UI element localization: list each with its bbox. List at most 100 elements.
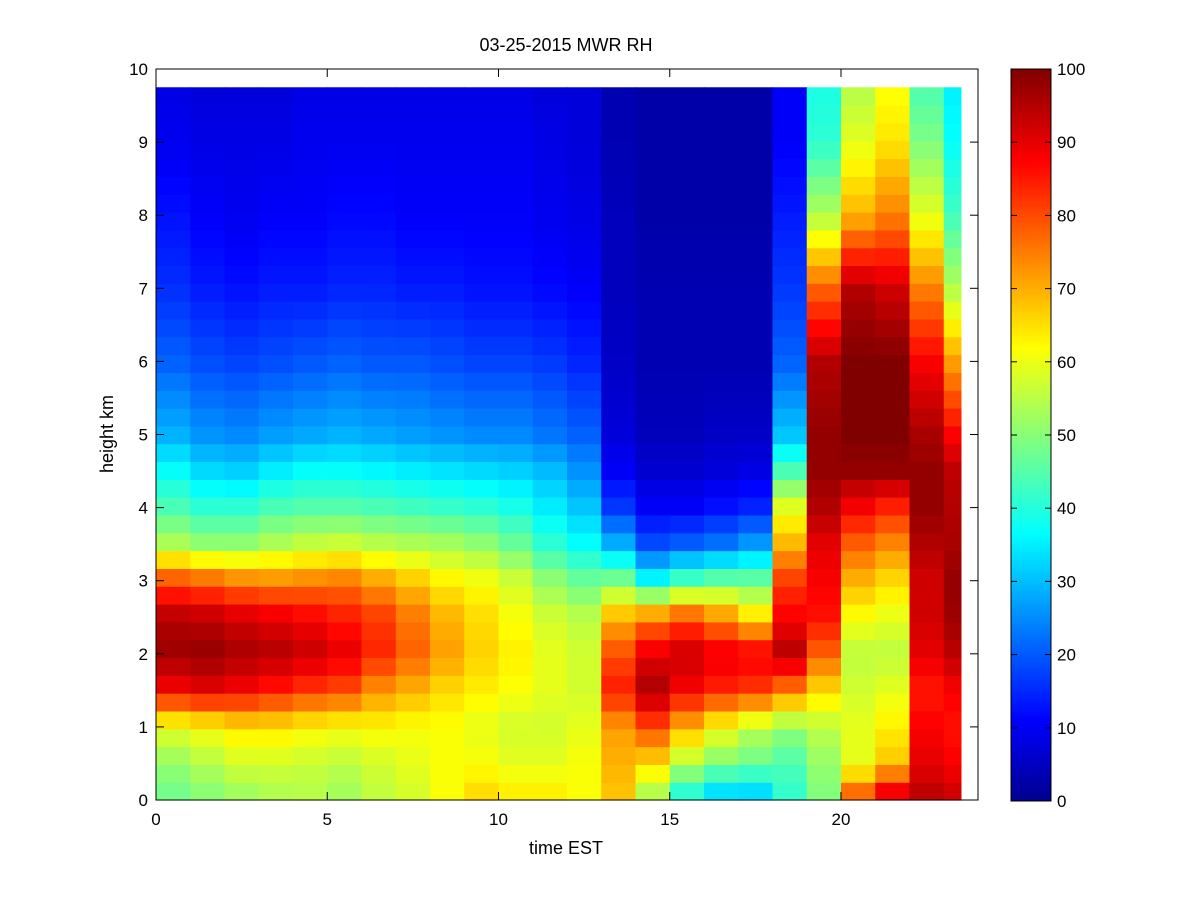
heatmap-cell xyxy=(943,568,962,587)
heatmap-cell xyxy=(806,461,842,480)
heatmap-cell xyxy=(156,443,191,463)
heatmap-cell xyxy=(190,425,226,445)
heatmap-cell xyxy=(635,212,671,231)
heatmap-cell xyxy=(943,425,962,445)
heatmap-cell xyxy=(635,479,671,498)
heatmap-cell xyxy=(909,194,945,213)
heatmap-cell xyxy=(430,390,465,409)
heatmap-cell xyxy=(464,479,500,498)
heatmap-cell xyxy=(224,212,260,231)
x-tick-label: 15 xyxy=(660,810,679,829)
heatmap-cell xyxy=(293,140,328,160)
heatmap-cell xyxy=(772,586,808,605)
heatmap-cell xyxy=(224,764,260,783)
heatmap-cell xyxy=(395,194,431,213)
heatmap-cell xyxy=(293,728,328,748)
heatmap-cell xyxy=(395,247,431,267)
y-tick-label: 9 xyxy=(139,133,148,152)
heatmap-cell xyxy=(430,746,465,765)
heatmap-cell xyxy=(532,497,568,516)
heatmap-cell xyxy=(532,318,568,338)
heatmap-cell xyxy=(567,693,602,712)
heatmap-cell xyxy=(327,229,363,249)
heatmap-cell xyxy=(567,158,602,177)
colorbar-ticks: 0 10 20 30 40 50 60 70 80 90 100 xyxy=(1011,60,1085,811)
heatmap-cell xyxy=(841,194,876,213)
heatmap-cell xyxy=(395,782,431,801)
heatmap-cell xyxy=(498,105,534,124)
heatmap-cell xyxy=(395,425,431,445)
heatmap-cell xyxy=(669,247,705,267)
heatmap-cell xyxy=(258,514,294,534)
heatmap-cell xyxy=(567,657,602,676)
heatmap-cell xyxy=(567,122,602,142)
heatmap-cell xyxy=(327,568,363,587)
heatmap-cell xyxy=(498,265,534,284)
heatmap-cell xyxy=(567,746,602,765)
heatmap-cell xyxy=(841,710,876,730)
heatmap-cell xyxy=(704,229,739,249)
heatmap-cell xyxy=(327,514,363,534)
heatmap-cell xyxy=(772,318,808,338)
colorbar-tick-label: 60 xyxy=(1057,353,1076,372)
heatmap-cell xyxy=(704,140,739,160)
heatmap-cell xyxy=(156,408,191,427)
heatmap-cell xyxy=(567,532,602,552)
heatmap-cell xyxy=(567,550,602,569)
heatmap-cell xyxy=(772,105,808,124)
heatmap-cell xyxy=(738,408,774,427)
heatmap-cell xyxy=(909,586,945,605)
heatmap-cell xyxy=(156,764,191,783)
heatmap-cell xyxy=(704,479,739,498)
heatmap-cell xyxy=(224,586,260,605)
heatmap-cell xyxy=(909,354,945,373)
heatmap-cell xyxy=(258,212,294,231)
heatmap-cell xyxy=(841,568,876,587)
heatmap-cell xyxy=(156,604,191,623)
heatmap-cell xyxy=(875,283,911,302)
heatmap-cell xyxy=(190,764,226,783)
heatmap-cell xyxy=(669,746,705,765)
heatmap-cell xyxy=(327,639,363,659)
heatmap-cell xyxy=(395,675,431,694)
heatmap-cell xyxy=(361,283,397,302)
heatmap-cell xyxy=(738,176,774,195)
heatmap-cell xyxy=(704,604,739,623)
heatmap-cell xyxy=(361,158,397,177)
heatmap-cell xyxy=(601,550,637,569)
heatmap-cell xyxy=(532,336,568,356)
heatmap-cell xyxy=(498,710,534,730)
heatmap-cell xyxy=(943,408,962,427)
heatmap-cell xyxy=(704,657,739,676)
heatmap-cell xyxy=(224,229,260,249)
heatmap-cell xyxy=(190,122,226,142)
heatmap-cell xyxy=(738,728,774,748)
heatmap-cell xyxy=(190,265,226,284)
heatmap-cell xyxy=(327,390,363,409)
heatmap-cell xyxy=(430,782,465,801)
heatmap-cell xyxy=(567,514,602,534)
heatmap-cell xyxy=(224,693,260,712)
heatmap-cell xyxy=(601,283,637,302)
heatmap-cell xyxy=(875,194,911,213)
heatmap-cell xyxy=(361,639,397,659)
heatmap-cell xyxy=(704,568,739,587)
heatmap-cell xyxy=(258,782,294,801)
heatmap-cell xyxy=(567,425,602,445)
heatmap-cell xyxy=(156,657,191,676)
heatmap-cell xyxy=(772,782,808,801)
heatmap-cell xyxy=(190,283,226,302)
heatmap-cell xyxy=(464,390,500,409)
heatmap-cell xyxy=(156,158,191,177)
heatmap-cell xyxy=(635,532,671,552)
heatmap-cell xyxy=(909,105,945,124)
heatmap-cell xyxy=(293,408,328,427)
heatmap-cell xyxy=(395,229,431,249)
heatmap-cell xyxy=(498,301,534,320)
heatmap-cell xyxy=(772,693,808,712)
heatmap-cell xyxy=(841,479,876,498)
heatmap-cell xyxy=(258,247,294,267)
heatmap-cell xyxy=(156,479,191,498)
heatmap-cell xyxy=(875,550,911,569)
heatmap-cell xyxy=(327,194,363,213)
